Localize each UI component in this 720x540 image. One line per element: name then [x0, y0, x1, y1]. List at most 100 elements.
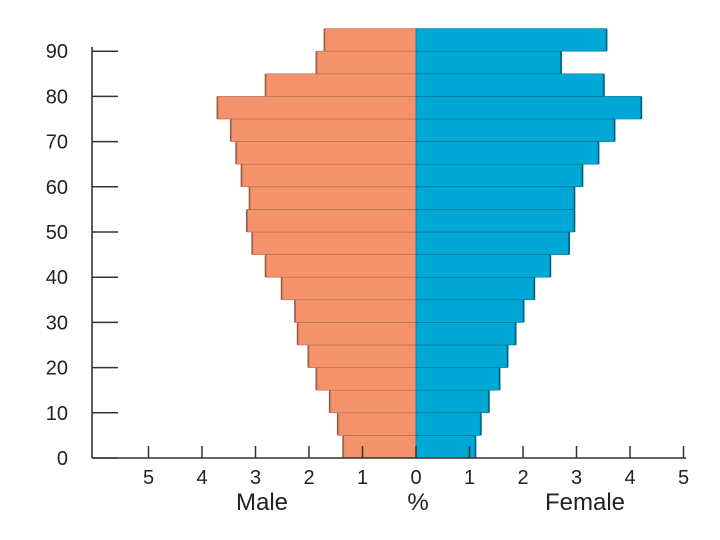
- male-bar-shadow: [323, 28, 326, 52]
- male-bar-shadow: [315, 367, 318, 391]
- female-axis-label: Female: [545, 489, 625, 516]
- female-bar-70: [415, 118, 615, 142]
- female-bar-45: [415, 231, 569, 255]
- x-tick-label: 5: [143, 467, 154, 489]
- male-bar-shadow: [235, 141, 237, 165]
- female-bar-shadow: [480, 412, 482, 436]
- male-bar-75: [217, 96, 417, 120]
- male-bar-10: [330, 389, 417, 414]
- x-tick-label: 3: [571, 467, 582, 489]
- male-bar-shadow: [328, 390, 331, 413]
- male-bar-5: [338, 412, 417, 436]
- male-bar-70: [231, 118, 417, 142]
- male-bar-25: [297, 322, 417, 346]
- x-tick-label: 4: [196, 467, 207, 489]
- female-bar-90: [415, 28, 607, 52]
- male-bar-shadow: [264, 73, 267, 97]
- axes: [91, 47, 686, 459]
- male-bar-shadow: [245, 209, 248, 232]
- y-tick-label-90: 90: [46, 41, 68, 63]
- male-bar-50: [247, 209, 417, 233]
- x-tick-label: 2: [303, 467, 314, 489]
- male-bar-90: [324, 28, 417, 52]
- female-bar-shadow: [474, 435, 477, 458]
- female-bar-0: [415, 435, 476, 459]
- x-tick-label: 2: [517, 467, 528, 489]
- x-tick-label: 5: [678, 467, 689, 489]
- female-bar-shadow: [613, 119, 616, 142]
- male-bar-shadow: [342, 435, 344, 458]
- y-tick-label-70: 70: [46, 132, 68, 154]
- female-bar-40: [415, 254, 551, 278]
- percent-axis-label: %: [407, 489, 428, 516]
- y-tick-label-50: 50: [46, 222, 68, 244]
- male-bar-80: [265, 73, 417, 97]
- female-bar-shadow: [568, 232, 570, 255]
- male-bar-shadow: [240, 164, 243, 187]
- female-bar-80: [415, 73, 604, 97]
- male-bar-40: [265, 254, 417, 278]
- female-bar-15: [415, 367, 500, 391]
- male-bar-85: [316, 50, 417, 75]
- male-bar-shadow: [280, 277, 283, 300]
- male-bar-shadow: [315, 51, 318, 74]
- y-tick-label-10: 10: [46, 403, 68, 425]
- y-tick-label-20: 20: [46, 358, 68, 380]
- female-bar-shadow: [640, 96, 643, 119]
- female-bar-65: [415, 141, 599, 165]
- male-bar-shadow: [229, 119, 232, 142]
- y-tick-label-40: 40: [46, 267, 68, 289]
- female-bar-75: [415, 96, 641, 120]
- female-bar-10: [415, 389, 489, 414]
- female-bar-shadow: [581, 164, 584, 187]
- male-bar-shadow: [294, 299, 296, 323]
- male-bar-shadow: [248, 186, 251, 210]
- male-bar-shadow: [264, 254, 267, 278]
- y-tick-label-80: 80: [46, 86, 68, 108]
- male-bar-55: [249, 186, 417, 210]
- female-bar-shadow: [560, 51, 562, 74]
- x-tick-label: 0: [410, 467, 421, 489]
- female-bar-shadow: [514, 322, 517, 345]
- female-bar-35: [415, 276, 534, 301]
- female-bar-55: [415, 186, 575, 210]
- y-tick-label-30: 30: [46, 312, 68, 334]
- female-bar-shadow: [523, 299, 525, 323]
- female-bar-20: [415, 344, 508, 368]
- female-bar-shadow: [549, 254, 552, 278]
- male-bar-shadow: [307, 345, 309, 368]
- female-bar-shadow: [573, 186, 576, 210]
- x-tick-label: 4: [624, 467, 635, 489]
- male-bar-shadow: [296, 322, 299, 345]
- male-bar-15: [316, 367, 417, 391]
- male-bar-45: [252, 231, 417, 255]
- female-bar-shadow: [573, 209, 576, 232]
- male-bar-60: [241, 163, 417, 188]
- female-bar-25: [415, 322, 516, 346]
- male-bar-30: [295, 299, 417, 323]
- female-bar-5: [415, 412, 481, 436]
- x-tick-label: 1: [357, 467, 368, 489]
- male-bar-shadow: [336, 412, 339, 436]
- female-bar-shadow: [533, 277, 536, 300]
- female-bar-shadow: [597, 141, 600, 165]
- male-bar-65: [236, 141, 417, 165]
- male-bar-0: [343, 435, 417, 459]
- female-bar-60: [415, 163, 583, 188]
- female-bar-shadow: [488, 390, 490, 413]
- female-bar-50: [415, 209, 575, 233]
- male-bars: [216, 28, 417, 459]
- y-tick-label-0: 0: [57, 448, 68, 470]
- male-bar-20: [308, 344, 417, 368]
- male-bar-35: [281, 276, 417, 301]
- female-bar-30: [415, 299, 524, 323]
- female-bars: [415, 28, 643, 459]
- female-bar-shadow: [506, 345, 509, 368]
- female-bar-shadow: [498, 367, 501, 391]
- male-bar-shadow: [216, 96, 219, 119]
- x-tick-label: 1: [464, 467, 475, 489]
- male-axis-label: Male: [236, 489, 288, 516]
- female-bar-shadow: [603, 73, 605, 97]
